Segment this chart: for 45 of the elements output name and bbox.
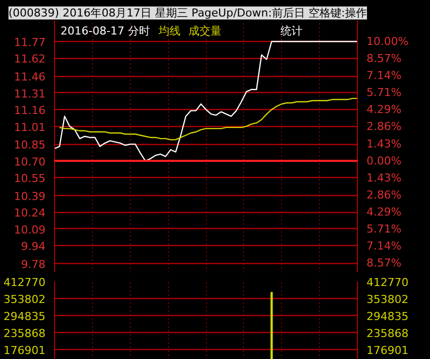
chart-title: (000839) 2016年08月17日 星期三 PageUp/Down:前后日 空格键:操作 [8, 6, 367, 20]
y-tick-label: 176901 [4, 344, 46, 357]
y-tick-label: 9.78 [21, 258, 46, 272]
y-tick-label: 11.16 [14, 104, 46, 118]
y-tick-label: 9.94 [21, 240, 46, 254]
y2-tick-label: 1.43% [366, 137, 402, 150]
y2-tick-label: 1.43% [366, 171, 402, 184]
y-tick-label: 10.55 [14, 172, 46, 186]
y-tick-label: 11.31 [14, 87, 46, 100]
y2-tick-label: 235868 [366, 326, 408, 340]
line-series [58, 98, 358, 140]
y-tick-label: 11.01 [14, 120, 46, 134]
y-tick-label: 412770 [4, 276, 46, 289]
y2-tick-label: 7.14% [366, 240, 402, 253]
y2-tick-label: 2.86% [366, 188, 402, 202]
y2-tick-label: 7.14% [366, 69, 402, 82]
y2-tick-label: 353802 [366, 292, 408, 306]
y2-tick-label: 176901 [366, 344, 408, 357]
y2-tick-label: 5.71% [366, 222, 402, 236]
y-tick-label: 11.77 [14, 36, 46, 49]
y2-tick-label: 8.57% [366, 52, 402, 66]
y-tick-label: 353802 [4, 292, 46, 306]
y2-tick-label: 0.00% [366, 154, 402, 168]
y-tick-label: 10.85 [14, 138, 46, 152]
y2-tick-label: 294835 [366, 310, 408, 323]
y2-tick-label: 5.71% [366, 86, 402, 100]
y-tick-label: 10.24 [14, 206, 46, 220]
y2-tick-label: 412770 [366, 276, 408, 289]
chart-subtitle: 2016-08-17 分时 [60, 24, 150, 38]
y-tick-label: 10.70 [14, 155, 46, 168]
y2-tick-label: 2.86% [366, 120, 402, 134]
y2-tick-label: 4.29% [366, 206, 402, 219]
y-tick-label: 294835 [4, 310, 46, 323]
text: 均线 [158, 24, 180, 38]
y-tick-label: 11.46 [14, 70, 46, 84]
y2-tick-label: 10.00% [366, 35, 408, 48]
y-tick-label: 11.62 [14, 52, 46, 66]
text: 成交量 [188, 24, 222, 38]
y-tick-label: 10.39 [14, 190, 46, 203]
text: 统计 [280, 24, 302, 38]
y-tick-label: 235868 [4, 326, 46, 340]
y2-tick-label: 4.29% [366, 103, 402, 116]
line-series [54, 40, 358, 162]
y2-tick-label: 8.57% [366, 256, 402, 270]
y-tick-label: 10.09 [14, 223, 46, 236]
